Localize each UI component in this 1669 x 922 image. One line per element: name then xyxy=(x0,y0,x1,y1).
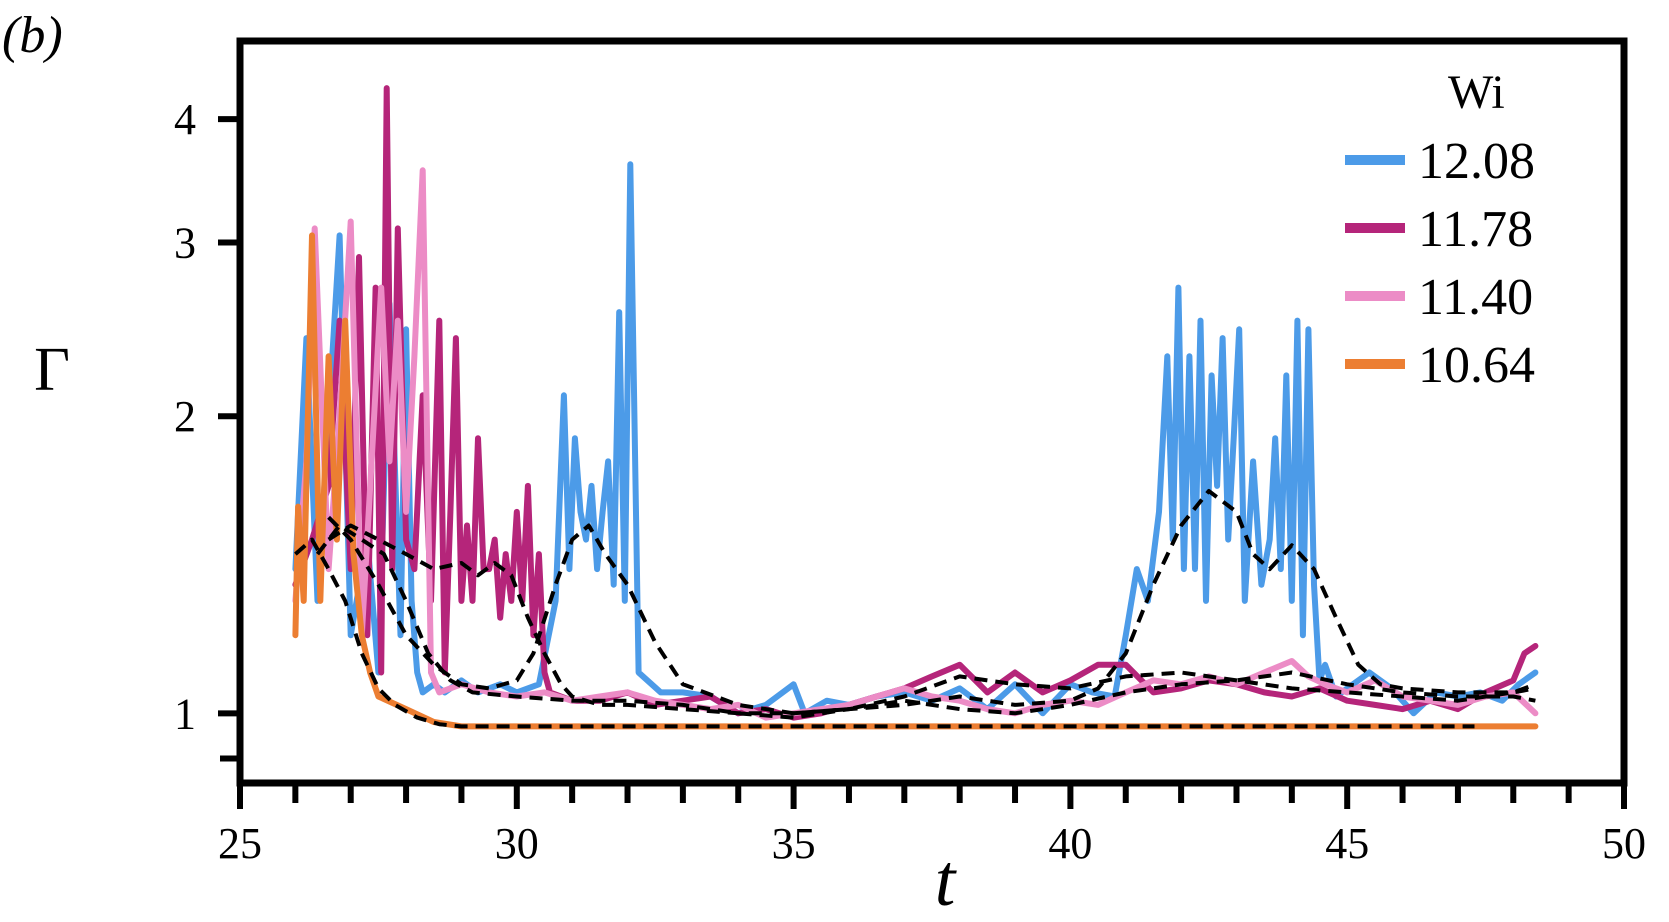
plot-frame xyxy=(236,37,1628,787)
y-axis-title: Γ xyxy=(34,336,70,404)
series-line-3 xyxy=(292,167,1539,721)
y-tick-label: 3 xyxy=(174,218,196,267)
smoothed-curve-1 xyxy=(327,489,1536,716)
legend-label-1: 12.08 xyxy=(1418,133,1535,190)
smoothed-curve-3 xyxy=(315,523,1536,720)
legend: Wi 12.08 11.78 11.40 10.64 xyxy=(1345,66,1535,394)
panel-label: (b) xyxy=(2,7,63,64)
x-tick-label: 35 xyxy=(772,819,816,868)
x-tick-label: 50 xyxy=(1602,819,1646,868)
y-tick-label: 4 xyxy=(174,95,196,144)
x-tick-label: 30 xyxy=(495,819,539,868)
x-axis: 25 30 35 40 45 50 xyxy=(218,783,1646,868)
legend-title: Wi xyxy=(1448,66,1505,119)
legend-label-3: 11.40 xyxy=(1418,269,1533,326)
data-layer xyxy=(292,85,1539,730)
series-line-1 xyxy=(292,161,1539,717)
y-tick-label: 2 xyxy=(174,392,196,441)
series-line-2 xyxy=(292,85,1539,721)
legend-label-2: 11.78 xyxy=(1418,201,1533,258)
legend-label-4: 10.64 xyxy=(1418,337,1535,394)
y-axis: 1 2 3 4 xyxy=(174,95,240,762)
x-tick-label: 25 xyxy=(218,819,262,868)
x-tick-label: 45 xyxy=(1325,819,1369,868)
y-tick-label: 1 xyxy=(174,689,196,738)
x-axis-title: t xyxy=(935,840,958,917)
x-tick-label: 40 xyxy=(1048,819,1092,868)
smoothed-curve-2 xyxy=(327,523,1537,716)
smoothed-curve-4 xyxy=(294,537,1475,729)
